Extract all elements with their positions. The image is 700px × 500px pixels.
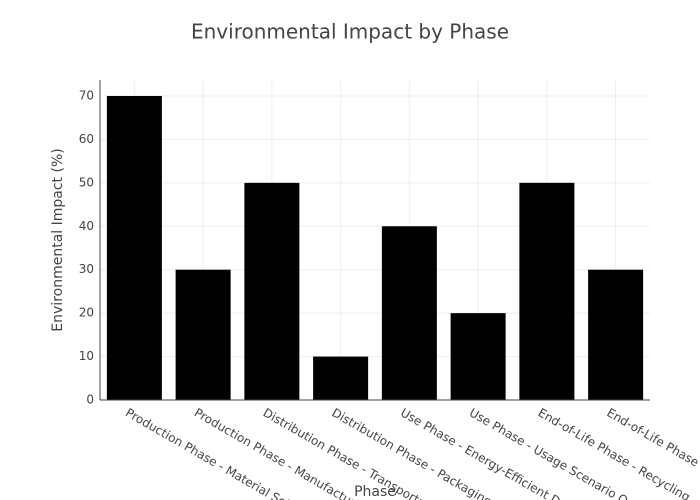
- y-tick-label: 10: [79, 349, 94, 363]
- y-tick-label: 70: [79, 88, 94, 102]
- plot: [106, 95, 644, 400]
- bar: [519, 182, 575, 400]
- y-tick-label: 40: [79, 219, 94, 233]
- chart-title: Environmental Impact by Phase: [191, 20, 509, 44]
- bar: [450, 313, 506, 400]
- bar: [106, 95, 162, 400]
- bar: [381, 226, 437, 400]
- bar: [313, 356, 369, 400]
- y-tick-label: 30: [79, 262, 94, 276]
- y-tick-label: 20: [79, 306, 94, 320]
- bar: [175, 269, 231, 400]
- y-tick-label: 60: [79, 132, 94, 146]
- y-axis-label: Environmental Impact (%): [50, 148, 66, 331]
- bar: [588, 269, 644, 400]
- x-axis-label: Phase: [354, 484, 396, 500]
- y-tick-label: 50: [79, 175, 94, 189]
- y-tick-label: 0: [86, 393, 94, 407]
- bar: [244, 182, 300, 400]
